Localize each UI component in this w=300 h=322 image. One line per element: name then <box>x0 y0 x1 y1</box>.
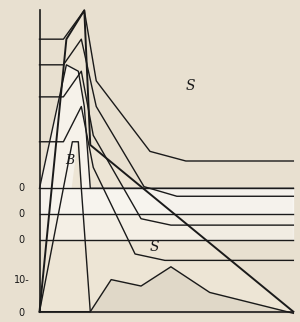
Polygon shape <box>40 142 293 312</box>
Polygon shape <box>40 267 293 313</box>
Polygon shape <box>40 65 293 188</box>
Text: 0: 0 <box>19 308 25 318</box>
Text: S: S <box>150 240 160 254</box>
Polygon shape <box>40 214 293 240</box>
Text: 10-: 10- <box>14 275 29 285</box>
Text: B: B <box>65 154 74 167</box>
Polygon shape <box>40 10 293 312</box>
Text: 0: 0 <box>19 234 25 244</box>
Polygon shape <box>40 188 293 214</box>
Text: 0: 0 <box>19 183 25 193</box>
Text: S: S <box>186 80 195 93</box>
Text: 0: 0 <box>19 209 25 219</box>
